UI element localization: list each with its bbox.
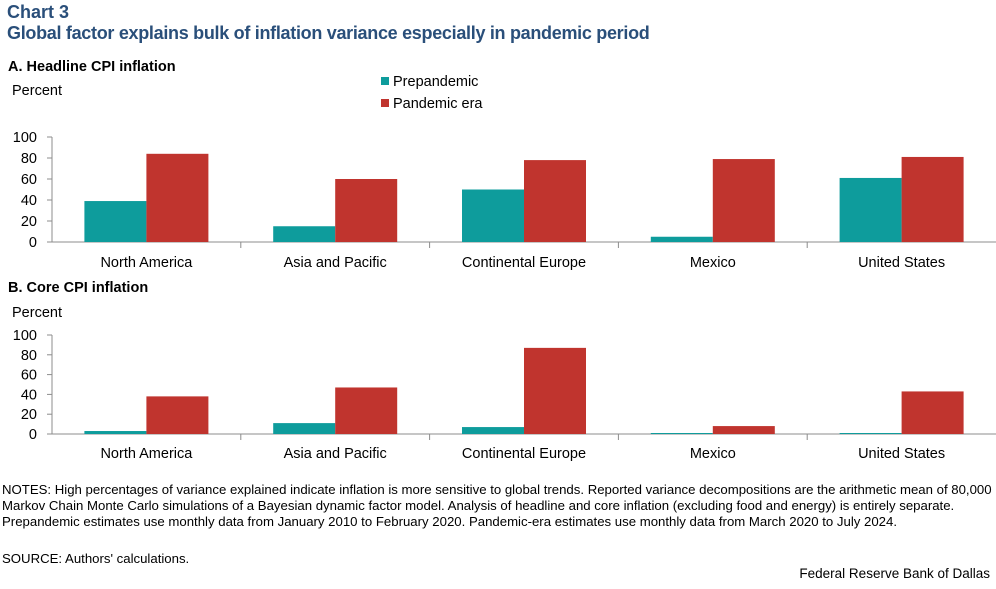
core-x-tick-label: United States [858,446,945,462]
core-bar-prepandemic [650,433,713,434]
headline-x-tick-label: United States [858,255,945,271]
chart-area: A. Headline CPI inflation Percent 0 20 40 60 8… [8,59,996,462]
core-x-tick-label: Continental Europe [462,446,586,462]
core-y-tick-label: 0 [29,427,37,443]
core-bar-prepandemic [273,423,336,434]
headline-x-tick-label: North America [100,255,193,271]
headline-y-tick-label: 80 [21,151,37,167]
core-y-tick-label: 80 [21,348,37,364]
notes-text: NOTES: High percentages of variance expl… [2,482,992,529]
headline-y-tick-label: 100 [13,130,37,146]
core-bar-pandemic-era [146,396,209,434]
headline-bar-pandemic-era [146,153,209,242]
notes: NOTES: High percentages of variance expl… [2,482,992,530]
headline-bar-pandemic-era [712,159,775,242]
legend-label-pandemic-era: Pandemic era [393,96,483,112]
legend-swatch-pandemic-era [381,99,389,107]
headline-bar-pandemic-era [335,179,398,242]
core-x-tick-label: North America [100,446,193,462]
core-bar-prepandemic [462,427,524,434]
core-y-tick-label: 100 [13,328,37,344]
headline-y-tick-label: 0 [29,235,37,251]
legend-label-prepandemic: Prepandemic [393,74,478,90]
headline-x-tick-label: Mexico [690,255,736,271]
core-x-tick-label: Mexico [690,446,736,462]
headline-bar-prepandemic [839,177,902,242]
headline-bar-prepandemic [84,201,147,242]
core-bar-pandemic-era [712,426,775,434]
headline-panel-title: A. Headline CPI inflation [8,59,176,75]
core-y-axis-label: Percent [12,305,62,321]
core-x-tick-label: Asia and Pacific [284,446,387,462]
headline-bar-prepandemic [650,236,713,242]
core-panel-title: B. Core CPI inflation [8,280,148,296]
legend-swatch-prepandemic [381,77,389,85]
core-bar-pandemic-era [335,387,398,434]
core-y-tick-label: 40 [21,387,37,403]
headline-y-tick-label: 60 [21,172,37,188]
headline-bar-prepandemic [462,189,524,242]
core-bar-prepandemic [84,431,147,434]
headline-x-tick-label: Asia and Pacific [284,255,387,271]
headline-y-axis-label: Percent [12,83,62,99]
core-y-tick-label: 60 [21,368,37,384]
core-y-tick-label: 20 [21,407,37,423]
headline-bar-prepandemic [273,226,336,242]
chart-label: Chart 3 [7,2,70,22]
core-bar-prepandemic [839,433,902,434]
headline-bar-pandemic-era [524,160,586,242]
chart-title: Global factor explains bulk of inflation… [7,23,650,43]
credit: Federal Reserve Bank of Dallas [799,566,990,581]
headline-y-tick-label: 20 [21,214,37,230]
core-bar-pandemic-era [524,347,586,434]
source: SOURCE: Authors' calculations. [2,551,190,566]
headline-bar-pandemic-era [901,156,964,242]
core-bar-pandemic-era [901,391,964,434]
headline-y-tick-label: 40 [21,193,37,209]
headline-x-tick-label: Continental Europe [462,255,586,271]
